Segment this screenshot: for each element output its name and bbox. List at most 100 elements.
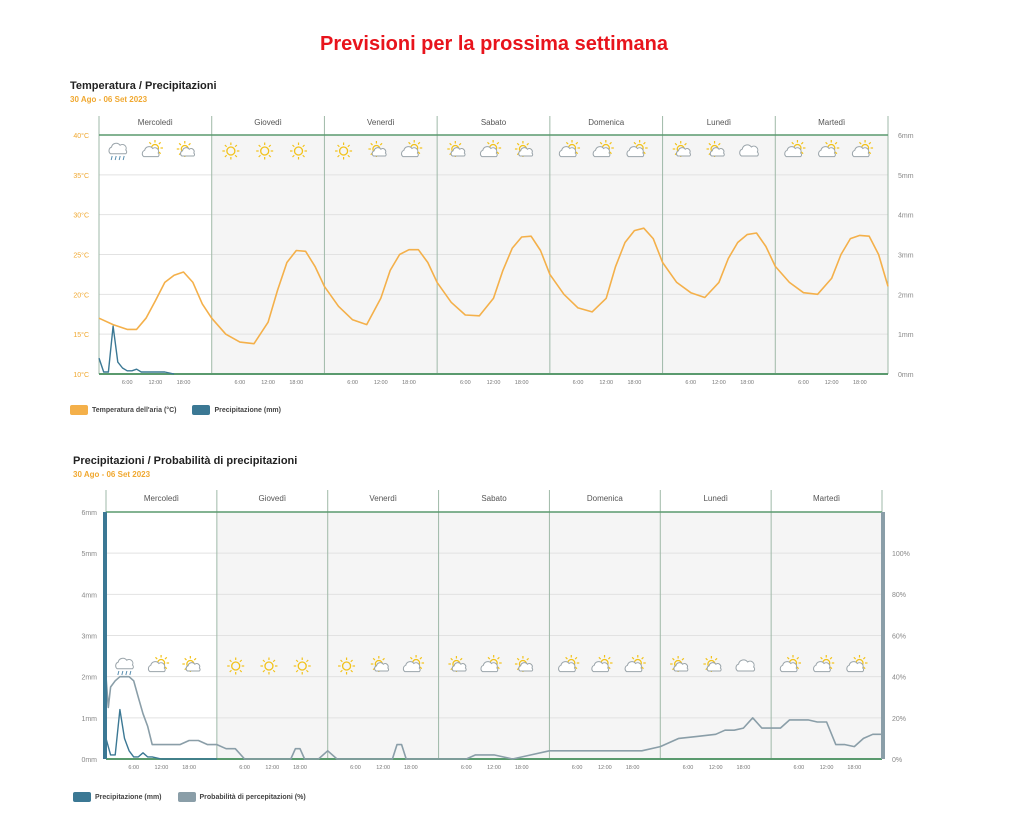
chart-2-title: Precipitazioni / Probabilità di precipit… (73, 455, 298, 467)
sun-ray (607, 656, 611, 660)
cloud-shape (779, 661, 798, 673)
cloud-shape (818, 146, 836, 158)
cloud-shape (518, 147, 534, 157)
day-label-venerdi: Venerdì (367, 118, 395, 127)
sun-core (341, 661, 352, 671)
sun-ray (193, 657, 197, 661)
hour-tick-label: 12:00 (598, 765, 612, 771)
cloud-shape (115, 657, 134, 670)
legend-label-precipitation: Precipitazione (mm) (214, 406, 281, 414)
series-line-precipitazione-mm (98, 325, 175, 375)
sun-ray (292, 154, 295, 158)
sun-ray (705, 657, 708, 661)
sun-ray (714, 657, 718, 661)
hour-tick-label: 6:00 (683, 765, 694, 771)
y-right-tick-label: 4mm (898, 213, 914, 220)
sun-ray (158, 151, 162, 155)
y-right-tick-label: 40% (892, 675, 906, 682)
sun-ray (224, 144, 228, 148)
sun-cloud-icon (368, 141, 387, 157)
y-left-tick-label: 20°C (73, 291, 89, 299)
day-label-sabato: Sabato (481, 494, 507, 503)
chart-2-legend: Precipitazione (mm) Probabilità di perce… (73, 792, 314, 802)
legend-label-temperature: Temperatura dell'aria (°C) (92, 406, 177, 414)
sun-ray (262, 669, 266, 673)
hour-tick-label: 6:00 (573, 380, 584, 386)
sun-ray (598, 656, 602, 660)
sun-icon (227, 657, 245, 675)
sun-ray (408, 141, 411, 145)
chart-2-subtitle: 30 Ago - 06 Set 2023 (73, 470, 151, 479)
sun-ray (268, 154, 272, 158)
cloud-shape (451, 662, 467, 672)
day-label-venerdi: Venerdì (369, 494, 397, 503)
sun-ray (459, 657, 463, 661)
cloud-shape (480, 661, 499, 673)
sun-icon (222, 142, 240, 160)
sun-core (338, 146, 349, 156)
sun-ray (834, 151, 838, 155)
sun-ray (184, 657, 187, 661)
sun-ray (672, 657, 675, 661)
sun-ray (409, 656, 413, 660)
partly-cloudy-icon (624, 655, 646, 673)
partly-cloudy-icon (558, 140, 581, 158)
sun-cloud-icon (514, 656, 534, 672)
sun-ray (681, 657, 685, 661)
hour-tick-label: 6:00 (685, 380, 696, 386)
sun-ray (607, 666, 611, 670)
hour-tick-label: 18:00 (626, 765, 640, 771)
sun-ray (306, 669, 309, 673)
y-left-tick-label: 0mm (81, 757, 97, 764)
partly-cloudy-icon (480, 655, 502, 673)
sun-ray (858, 141, 862, 145)
y-left-tick-label: 2mm (81, 675, 97, 682)
day-label-giovedi: Giovedì (258, 494, 286, 503)
sun-ray (272, 659, 276, 663)
sun-ray (419, 666, 423, 670)
sun-ray (800, 151, 804, 155)
rain-drop (122, 155, 125, 161)
sun-ray (862, 656, 866, 660)
sun-ray (340, 669, 343, 673)
sun-core (231, 661, 241, 671)
sun-ray (229, 659, 232, 663)
hour-tick-label: 18:00 (402, 380, 416, 386)
hour-tick-label: 12:00 (709, 765, 723, 771)
sun-ray (229, 669, 232, 673)
sun-ray (609, 151, 612, 155)
sun-ray (708, 142, 712, 146)
hour-tick-label: 18:00 (289, 380, 303, 386)
legend-label-precipitation-2: Precipitazione (mm) (95, 793, 162, 801)
sun-ray (234, 154, 238, 158)
series-line-temperatura-dell-aria-c (98, 227, 889, 345)
sun-icon (260, 657, 278, 675)
legend-swatch-probability (177, 792, 196, 802)
sun-ray (188, 142, 191, 146)
sun-ray (526, 142, 530, 146)
sun-ray (853, 656, 857, 660)
sun-ray (820, 656, 823, 660)
hour-tick-label: 12:00 (599, 380, 613, 386)
hour-tick-label: 12:00 (487, 380, 501, 386)
sun-ray (417, 141, 421, 145)
sun-ray (268, 144, 272, 148)
sun-cloud-icon (176, 141, 196, 157)
sun-ray (164, 666, 168, 670)
y-right-tick-label: 80% (892, 592, 906, 599)
sun-ray (643, 141, 646, 145)
day-label-martedi: Martedì (813, 494, 840, 503)
left-axis-bar (103, 512, 107, 759)
y-right-tick-label: 60% (892, 633, 906, 640)
sun-ray (302, 144, 305, 148)
partly-cloudy-icon (851, 140, 874, 158)
series-line-probabilita-di-percepitazioni (105, 675, 882, 760)
cloud-icon (739, 144, 759, 157)
legend-label-probability: Probabilità di percepitazioni (%) (199, 793, 306, 801)
hour-tick-label: 6:00 (798, 380, 809, 386)
sun-core (226, 146, 236, 156)
sun-ray (340, 659, 343, 663)
hour-tick-label: 18:00 (740, 380, 754, 386)
partly-cloudy-icon (147, 655, 170, 673)
